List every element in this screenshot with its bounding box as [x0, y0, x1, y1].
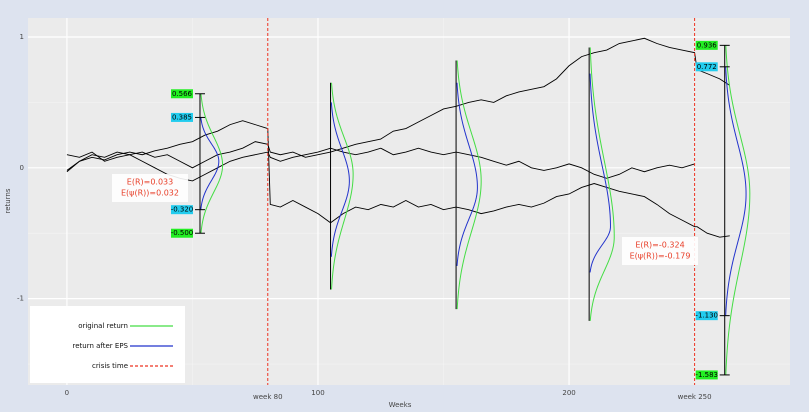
range-label-box [695, 40, 718, 50]
density-curve [589, 73, 611, 273]
annotation: E(ψ(R))=0.032 [121, 189, 179, 198]
range-label: -1.130 [695, 312, 718, 320]
y-tick-label: -1 [17, 295, 24, 303]
range-label: -1.583 [695, 371, 718, 379]
legend-box [30, 306, 185, 383]
y-tick-label: 0 [20, 164, 24, 172]
return-path [66, 37, 730, 169]
density-curve [589, 47, 615, 321]
range-label-box [695, 311, 718, 321]
range-label-box [170, 112, 193, 122]
annotation-box [622, 237, 698, 265]
density-curve [330, 102, 350, 257]
density-curve [456, 60, 482, 310]
legend-label: return after EPS [72, 342, 128, 350]
x-tick-label: 0 [65, 389, 69, 397]
density-curve [331, 82, 354, 290]
range-label-box [170, 228, 193, 238]
density-curve [456, 82, 478, 266]
range-label: 0.772 [697, 63, 717, 71]
density-curve [725, 66, 747, 316]
annotation: E(ψ(R))=-0.179 [630, 252, 691, 261]
range-label: 0.936 [697, 41, 718, 49]
density-curve [200, 93, 224, 234]
x-tick-label: 200 [562, 389, 575, 397]
range-label: -0.320 [171, 206, 194, 214]
legend-label: crisis time [92, 362, 128, 370]
density-curve [725, 45, 751, 375]
annotation: E(R)=-0.324 [635, 241, 684, 250]
range-label: -0.500 [171, 229, 194, 237]
range-label-box [170, 205, 193, 215]
legend-label: original return [78, 322, 128, 330]
crisis-label: week 250 [678, 393, 712, 401]
x-axis-title: Weeks [389, 401, 412, 409]
annotation-box [112, 174, 188, 202]
annotation: E(R)=0.033 [127, 178, 173, 187]
range-label: 0.566 [172, 90, 193, 98]
crisis-label: week 80 [253, 393, 283, 401]
density-curve [200, 117, 220, 210]
range-label: 0.385 [172, 113, 192, 121]
range-label-box [170, 89, 193, 99]
y-tick-label: 1 [20, 33, 24, 41]
x-tick-label: 100 [311, 389, 324, 397]
range-label-box [695, 370, 718, 380]
y-axis-title: returns [4, 188, 12, 213]
range-label-box [695, 62, 718, 72]
return-path [66, 120, 730, 238]
